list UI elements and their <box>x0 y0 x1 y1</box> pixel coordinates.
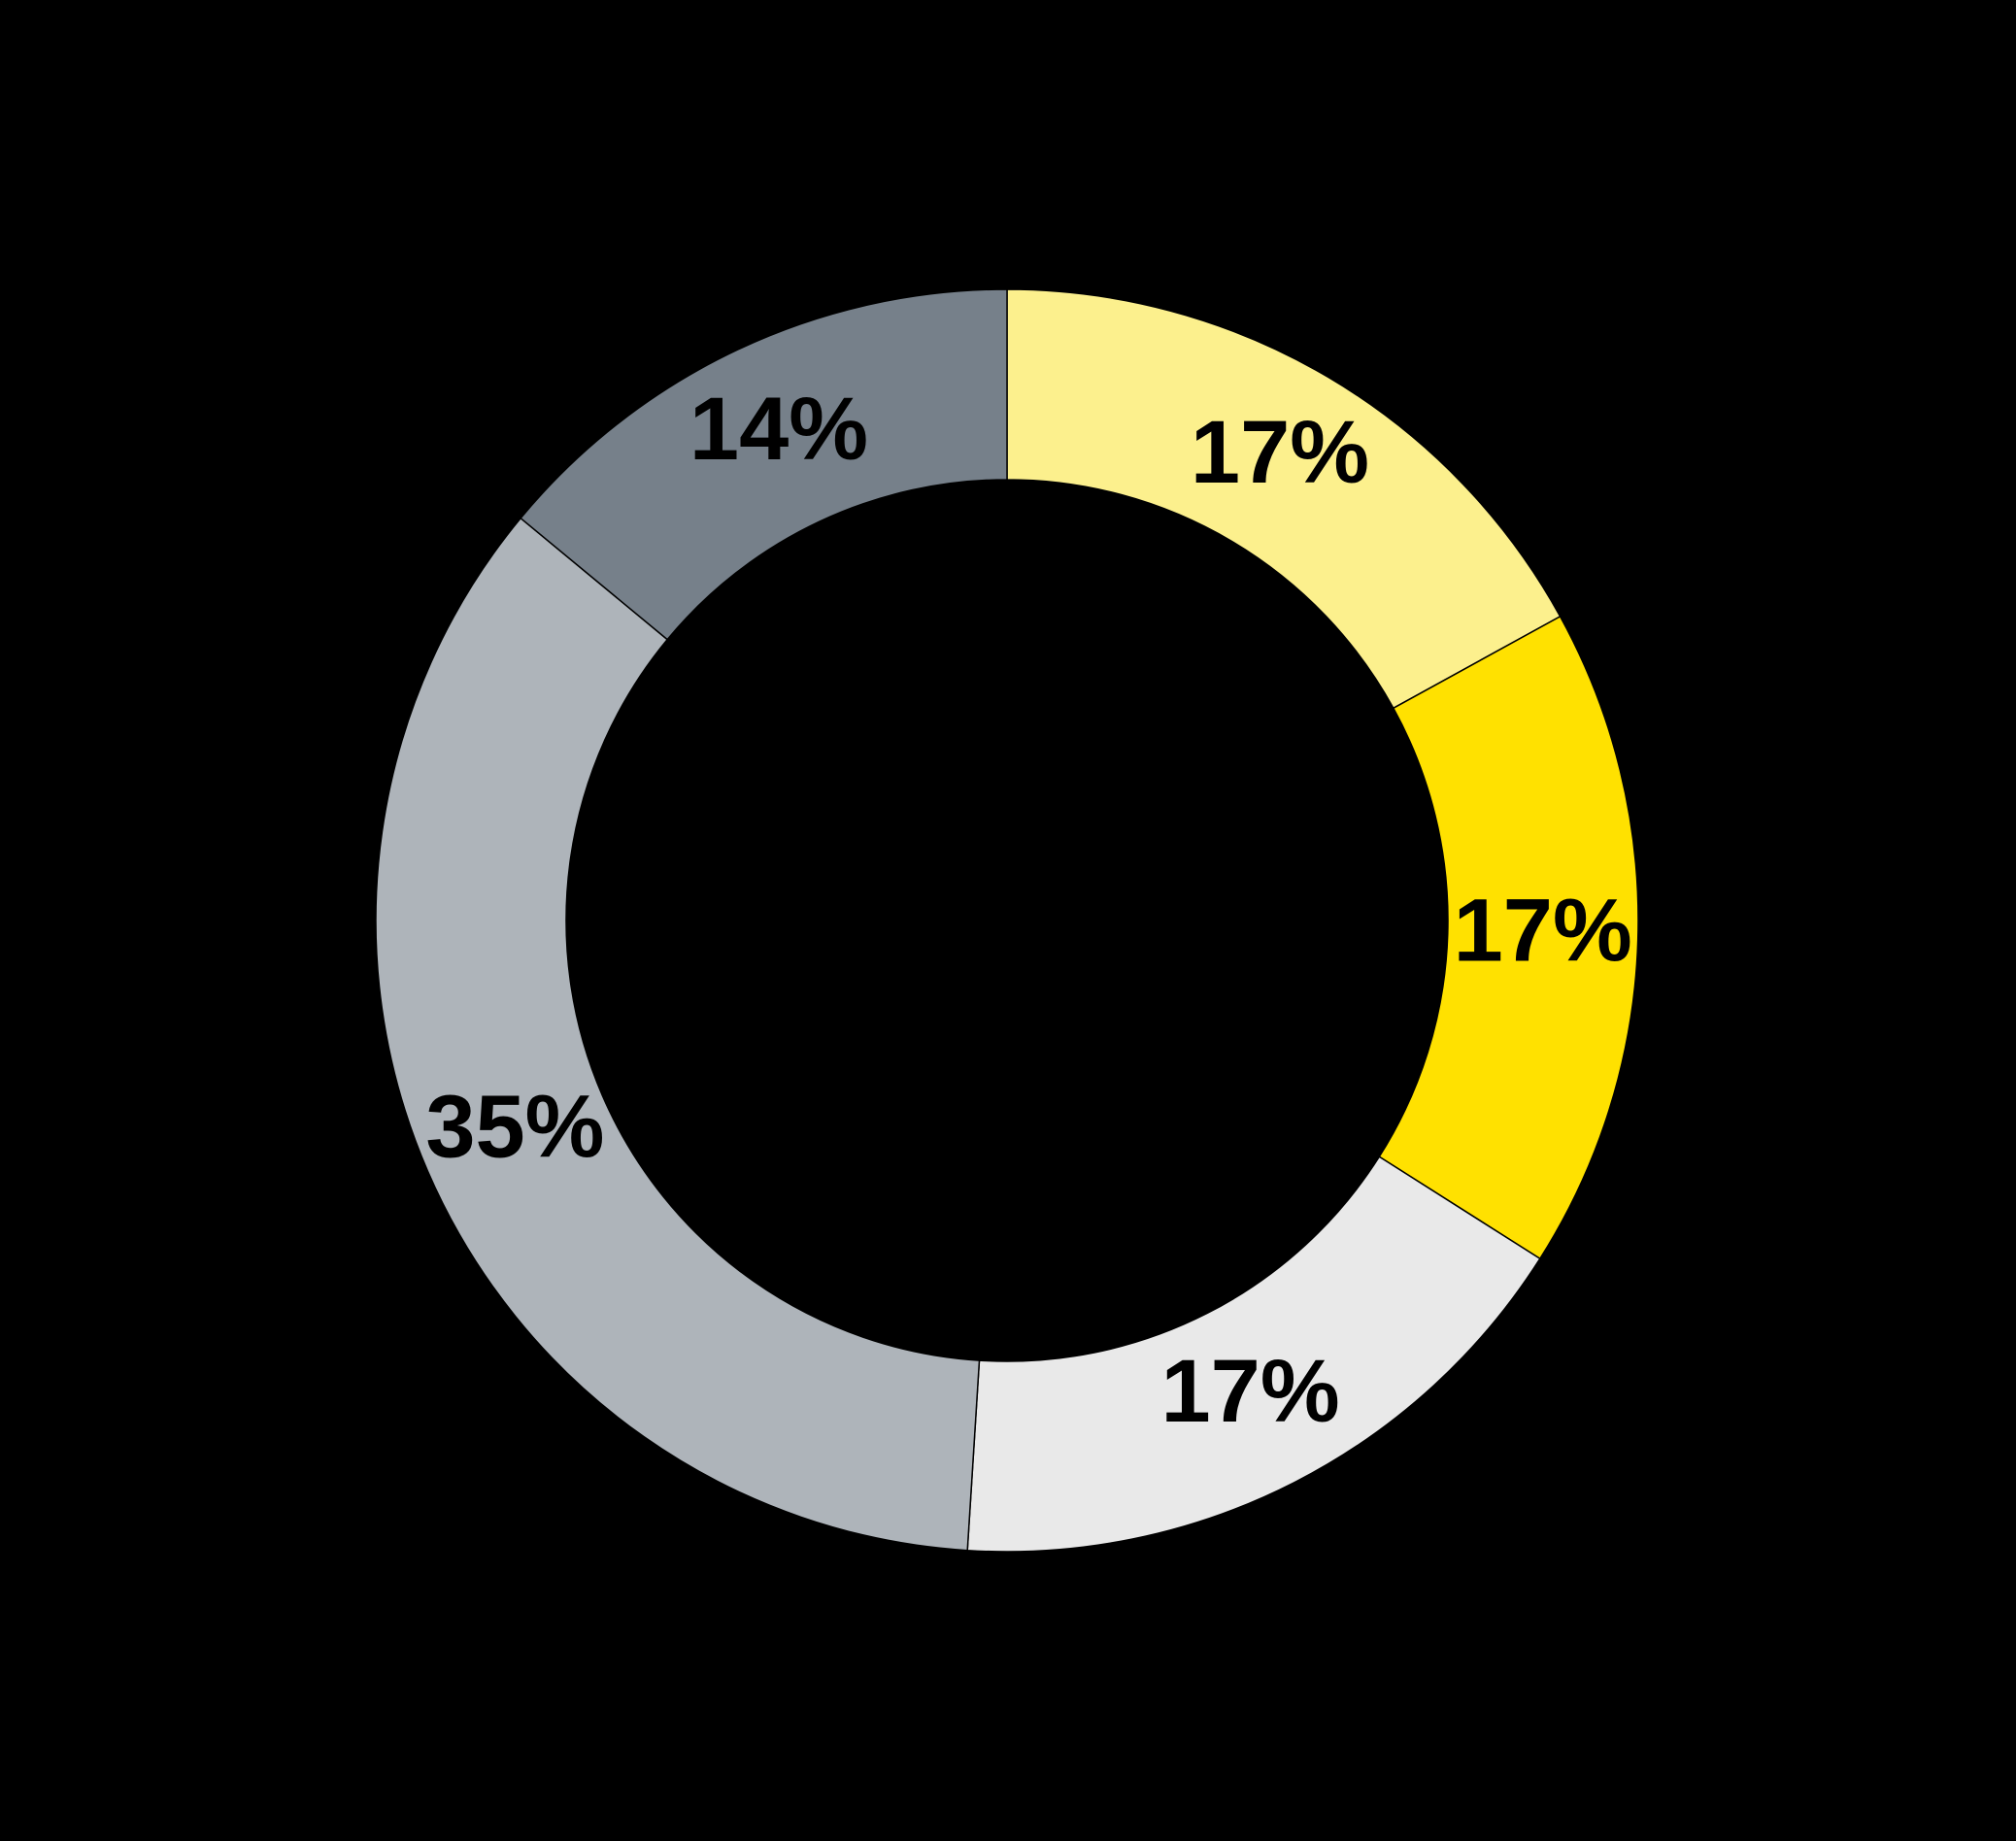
svg-text:17%: 17% <box>1191 403 1369 502</box>
svg-text:14%: 14% <box>689 380 868 479</box>
svg-text:17%: 17% <box>1454 882 1632 981</box>
svg-text:35%: 35% <box>425 1077 604 1176</box>
svg-text:17%: 17% <box>1161 1342 1340 1441</box>
